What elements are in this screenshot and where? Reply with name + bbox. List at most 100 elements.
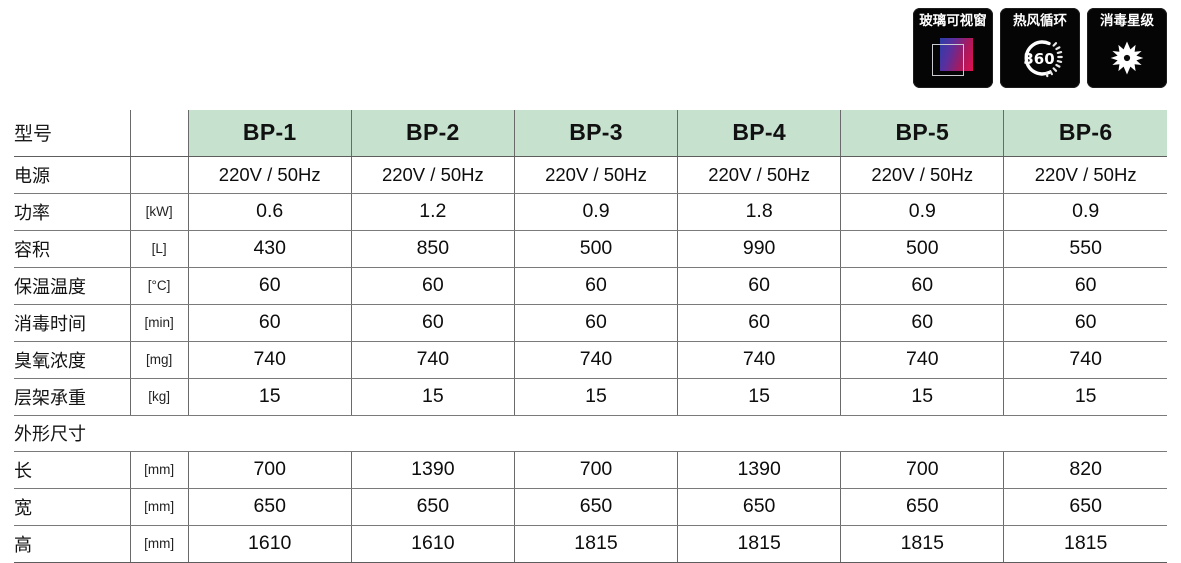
gradient-window-icon (913, 29, 993, 89)
column-header-bp-6: BP-6 (1003, 110, 1167, 157)
column-header-bp-1: BP-1 (187, 110, 352, 157)
cell-value: 650 (677, 488, 841, 526)
sterilization-star-icon (1087, 29, 1167, 89)
column-header-bp-3: BP-3 (513, 110, 678, 157)
row-label: 保温温度 (14, 267, 131, 305)
feature-badge-strip: 玻璃可视窗 热风循环 (913, 8, 1167, 88)
cell-value: 60 (840, 304, 1004, 342)
cell-value: 650 (187, 488, 352, 526)
cell-value: 220V / 50Hz (1003, 156, 1167, 194)
cell-value: 740 (513, 341, 678, 379)
cell-value: 700 (513, 451, 678, 489)
cell-value: 1815 (513, 525, 678, 563)
badge-sterilization-star-label: 消毒星级 (1100, 13, 1154, 29)
table-row: 臭氧浓度 [mg] 740 740 740 740 740 740 (14, 341, 1167, 379)
table-row: 功率 [kW] 0.6 1.2 0.9 1.8 0.9 0.9 (14, 193, 1167, 231)
cell-value: 1610 (350, 525, 515, 563)
row-label: 容积 (14, 230, 131, 268)
row-unit: [L] (129, 230, 189, 268)
row-label: 宽 (14, 488, 131, 526)
cell-value: 60 (513, 267, 678, 305)
row-label: 消毒时间 (14, 304, 131, 342)
table-row: 容积 [L] 430 850 500 990 500 550 (14, 230, 1167, 268)
table-row: 宽 [mm] 650 650 650 650 650 650 (14, 488, 1167, 526)
badge-sterilization-star: 消毒星级 (1087, 8, 1167, 88)
product-spec-table: 型号 BP-1 BP-2 BP-3 BP-4 BP-5 BP-6 电源 220V… (14, 110, 1167, 563)
header-label-cell: 型号 (14, 110, 131, 157)
row-unit: [kg] (129, 378, 189, 416)
cell-value: 60 (350, 267, 515, 305)
row-unit: [mg] (129, 341, 189, 379)
cell-value: 60 (677, 267, 841, 305)
cell-value: 1390 (350, 451, 515, 489)
cell-value: 1.8 (677, 193, 841, 231)
air-circulation-360-icon: 360 (1000, 29, 1080, 89)
cell-value: 60 (187, 304, 352, 342)
row-unit: [mm] (129, 488, 189, 526)
row-label: 臭氧浓度 (14, 341, 131, 379)
cell-value: 650 (350, 488, 515, 526)
row-unit: [mm] (129, 451, 189, 489)
table-row: 长 [mm] 700 1390 700 1390 700 820 (14, 451, 1167, 489)
badge-360-text: 360 (1023, 50, 1054, 68)
cell-value: 500 (513, 230, 678, 268)
cell-value: 60 (1003, 267, 1167, 305)
cell-value: 220V / 50Hz (513, 156, 678, 194)
cell-value: 15 (187, 378, 352, 416)
badge-glass-window-label: 玻璃可视窗 (919, 13, 987, 29)
row-label: 层架承重 (14, 378, 131, 416)
cell-value: 220V / 50Hz (840, 156, 1004, 194)
table-row: 电源 220V / 50Hz 220V / 50Hz 220V / 50Hz 2… (14, 156, 1167, 194)
cell-value: 550 (1003, 230, 1167, 268)
row-label: 功率 (14, 193, 131, 231)
cell-value: 60 (350, 304, 515, 342)
cell-value: 220V / 50Hz (187, 156, 352, 194)
cell-value: 15 (840, 378, 1004, 416)
row-unit: [kW] (129, 193, 189, 231)
badge-hot-air-circulation-label: 热风循环 (1013, 13, 1067, 29)
cell-value: 15 (350, 378, 515, 416)
cell-value: 740 (840, 341, 1004, 379)
air-circulation-360-svg: 360 (1023, 40, 1063, 78)
row-unit: [mm] (129, 525, 189, 563)
cell-value: 850 (350, 230, 515, 268)
cell-value: 15 (513, 378, 678, 416)
cell-value: 650 (513, 488, 678, 526)
cell-value: 0.9 (1003, 193, 1167, 231)
cell-value: 0.9 (840, 193, 1004, 231)
cell-value: 990 (677, 230, 841, 268)
cell-value: 1815 (677, 525, 841, 563)
table-row: 消毒时间 [min] 60 60 60 60 60 60 (14, 304, 1167, 342)
header-unit-cell (129, 110, 189, 157)
cell-value: 740 (187, 341, 352, 379)
cell-value: 700 (187, 451, 352, 489)
cell-value: 740 (677, 341, 841, 379)
cell-value: 500 (840, 230, 1004, 268)
table-section-header-dimensions: 外形尺寸 (14, 415, 1167, 452)
cell-value: 650 (840, 488, 1004, 526)
cell-value: 15 (677, 378, 841, 416)
cell-value: 60 (677, 304, 841, 342)
cell-value: 1815 (1003, 525, 1167, 563)
cell-value: 740 (350, 341, 515, 379)
cell-value: 740 (1003, 341, 1167, 379)
row-label: 高 (14, 525, 131, 563)
row-unit (129, 156, 189, 194)
row-label: 电源 (14, 156, 131, 194)
cell-value: 430 (187, 230, 352, 268)
cell-value: 220V / 50Hz (350, 156, 515, 194)
cell-value: 1390 (677, 451, 841, 489)
cell-value: 60 (1003, 304, 1167, 342)
cell-value: 15 (1003, 378, 1167, 416)
cell-value: 820 (1003, 451, 1167, 489)
table-row: 层架承重 [kg] 15 15 15 15 15 15 (14, 378, 1167, 416)
table-row: 保温温度 [°C] 60 60 60 60 60 60 (14, 267, 1167, 305)
badge-hot-air-circulation: 热风循环 360 (1000, 8, 1080, 88)
column-header-bp-4: BP-4 (677, 110, 841, 157)
table-row: 高 [mm] 1610 1610 1815 1815 1815 1815 (14, 525, 1167, 563)
cell-value: 1815 (840, 525, 1004, 563)
cell-value: 700 (840, 451, 1004, 489)
table-header-row: 型号 BP-1 BP-2 BP-3 BP-4 BP-5 BP-6 (14, 110, 1167, 157)
row-label: 长 (14, 451, 131, 489)
cell-value: 60 (187, 267, 352, 305)
